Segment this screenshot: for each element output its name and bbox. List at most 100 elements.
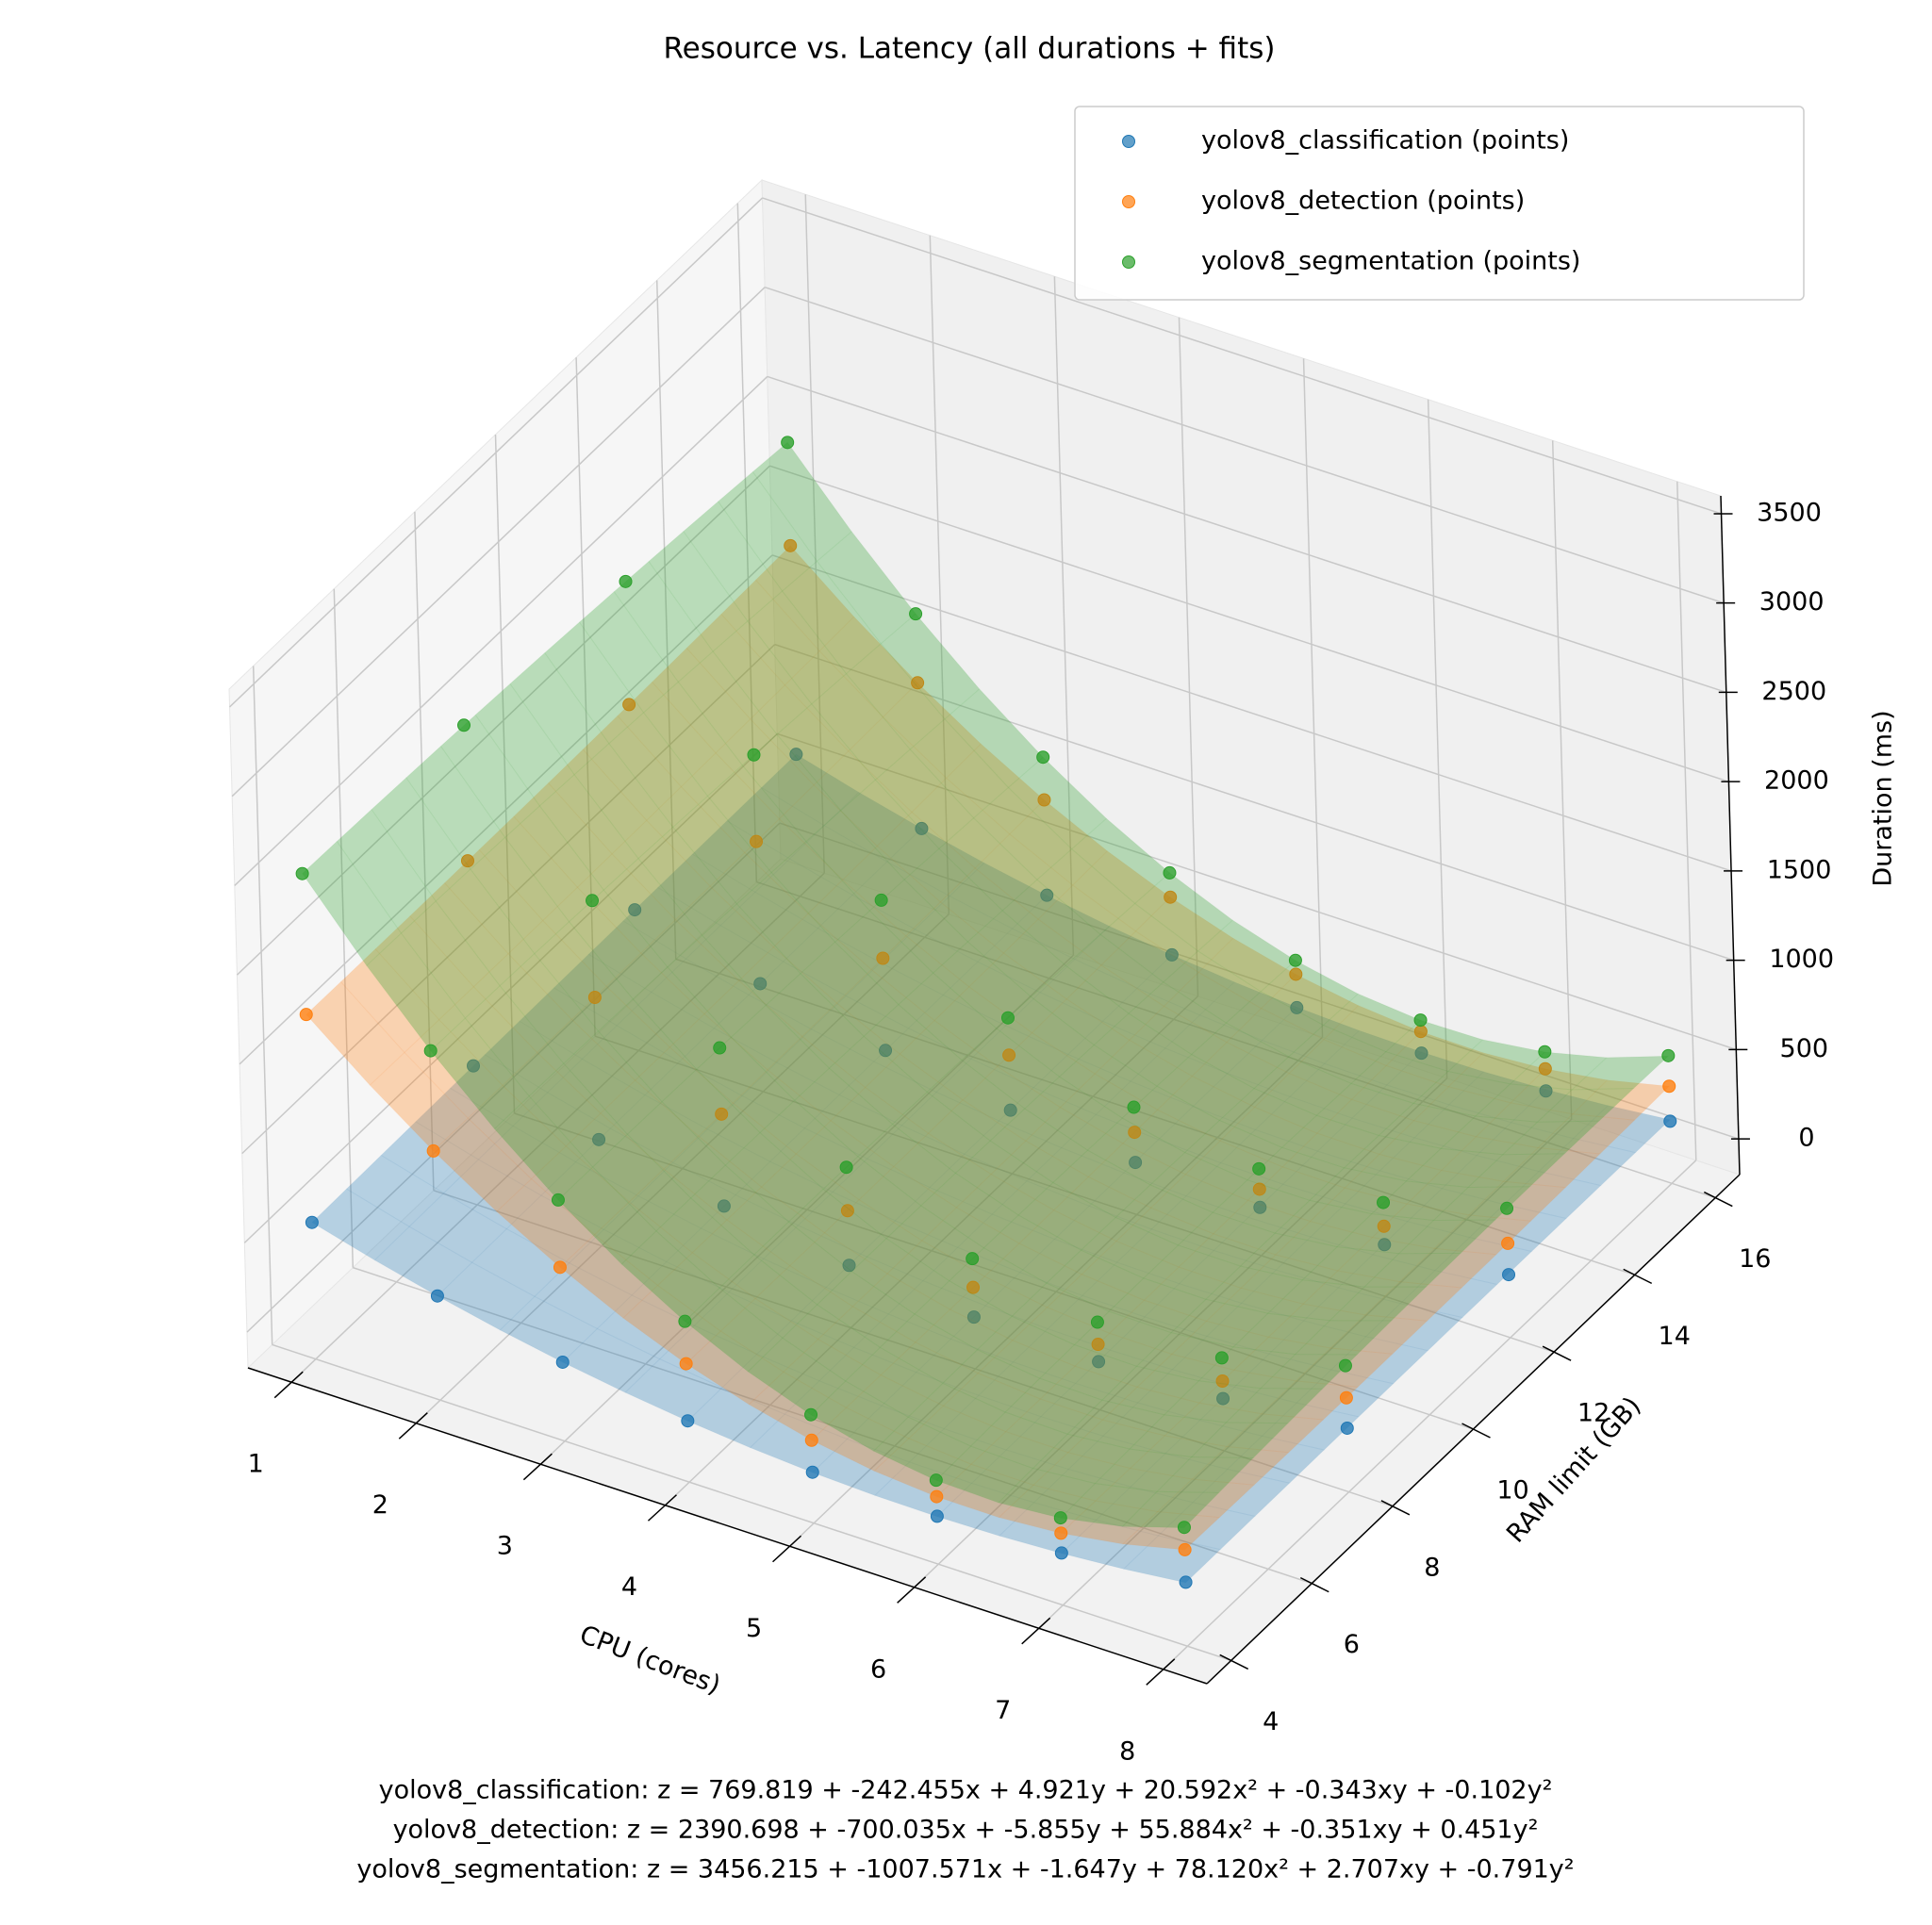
data-point: [966, 1252, 980, 1266]
fit-surface: [1315, 1082, 1415, 1137]
fit-surface: [1087, 1143, 1187, 1209]
fit-surface: [1253, 1073, 1353, 1134]
fit-surface: [750, 684, 850, 786]
fit-surface: [696, 1036, 796, 1134]
fit-surface: [828, 1035, 929, 1126]
grid-line: [1427, 399, 1448, 1078]
fit-surface: [1197, 1346, 1296, 1390]
fit-surface: [449, 1054, 549, 1127]
fit-surface: [1170, 1298, 1269, 1348]
fit-surface: [908, 1427, 1008, 1484]
fit-surface: [935, 1463, 1035, 1519]
data-point: [1340, 1421, 1354, 1435]
fit-surface: [751, 441, 852, 563]
fit-surface: [1440, 1115, 1539, 1156]
tick-label: 1000: [1769, 945, 1834, 974]
fit-surface: [823, 1199, 923, 1275]
grid-line: [774, 643, 1734, 962]
fit-surface: [1267, 1320, 1367, 1371]
fit-surface: [1012, 1328, 1112, 1384]
fit-surface: [1240, 1269, 1340, 1322]
fit-surface: [775, 1028, 875, 1096]
fit-equation: yolov8_segmentation: z = 3456.215 + -100…: [356, 1855, 1574, 1884]
fit-surface: [672, 795, 772, 905]
tick-label: 4: [1263, 1707, 1279, 1736]
data-point: [1502, 1268, 1516, 1282]
fit-surface: [464, 984, 565, 1097]
data-point: [839, 1160, 853, 1175]
fit-surface: [963, 1120, 1063, 1182]
fit-surface: [1219, 1128, 1319, 1185]
fit-surface: [998, 1484, 1097, 1534]
fit-surface: [721, 1353, 820, 1415]
tick-mark: [1299, 1576, 1329, 1593]
fit-surface: [1301, 1246, 1400, 1288]
fit-surface: [1156, 1053, 1255, 1122]
fit-surface: [754, 545, 855, 652]
fit-surface: [1440, 1136, 1540, 1182]
fit-surface: [374, 914, 475, 1021]
fit-surface: [942, 961, 1042, 1027]
data-point: [305, 1215, 319, 1229]
grid-line: [1551, 440, 1573, 1120]
fit-surface: [568, 1228, 668, 1296]
fit-surface: [547, 749, 648, 855]
fit-surface: [600, 1079, 700, 1170]
fit-surface: [870, 935, 970, 1022]
tick-mark: [1461, 1423, 1491, 1439]
data-point: [1000, 1011, 1015, 1025]
fit-surface: [1302, 1287, 1402, 1338]
fit-surface: [1134, 897, 1234, 974]
data-point: [586, 894, 600, 908]
fit-surface: [832, 1158, 931, 1222]
fit-surface: [811, 672, 911, 781]
fit-surface: [787, 1188, 887, 1273]
fit-surface: [1294, 1320, 1394, 1356]
data-point: [930, 1509, 944, 1523]
fit-surface: [719, 1297, 819, 1373]
fit-surface: [962, 1065, 1062, 1142]
grid-line: [575, 357, 596, 1037]
z-axis-line: [1720, 495, 1741, 1176]
fit-surface: [686, 1387, 786, 1449]
fit-surface: [1289, 1062, 1388, 1119]
fit-surface: [1074, 925, 1173, 989]
data-point: [1339, 1390, 1353, 1405]
fit-surface: [691, 1219, 791, 1300]
fit-surface: [530, 1145, 631, 1236]
fit-surface: [1053, 1205, 1153, 1263]
fit-surface: [563, 1030, 663, 1135]
fit-surface: [790, 1286, 890, 1348]
fit-surface: [1108, 1277, 1207, 1334]
data-point: [804, 1433, 818, 1447]
data-point: [1179, 1575, 1193, 1589]
fit-surface: [783, 1339, 883, 1408]
tick-label: 2: [372, 1490, 388, 1520]
fit-surface: [677, 650, 778, 766]
grid-line: [234, 375, 768, 886]
fit-surface: [1099, 902, 1199, 983]
fit-surface: [591, 1133, 692, 1232]
fit-surface: [1288, 1039, 1388, 1100]
fit-surface: [872, 1028, 972, 1094]
data-point: [681, 1414, 695, 1428]
fit-surface: [1012, 1307, 1111, 1367]
fit-surface: [1476, 1122, 1575, 1173]
data-point: [1663, 1114, 1677, 1128]
fit-surface: [706, 764, 807, 874]
fit-surface: [1095, 1486, 1195, 1537]
grid-line: [764, 286, 1725, 604]
fit-surface: [989, 1108, 1089, 1184]
fit-surface: [684, 1287, 784, 1373]
x-axis-line: [247, 1367, 1208, 1685]
fit-surface: [818, 1346, 917, 1407]
fit-surface: [1384, 1019, 1484, 1073]
tick-label: 8: [1424, 1553, 1440, 1582]
fit-surface: [435, 868, 536, 987]
fit-surface: [1398, 1247, 1498, 1289]
data-point: [1662, 1079, 1676, 1094]
data-point: [1252, 1161, 1266, 1176]
fit-surface: [857, 1123, 957, 1207]
tick-mark: [1542, 1345, 1572, 1361]
fit-surface: [1058, 1044, 1158, 1119]
